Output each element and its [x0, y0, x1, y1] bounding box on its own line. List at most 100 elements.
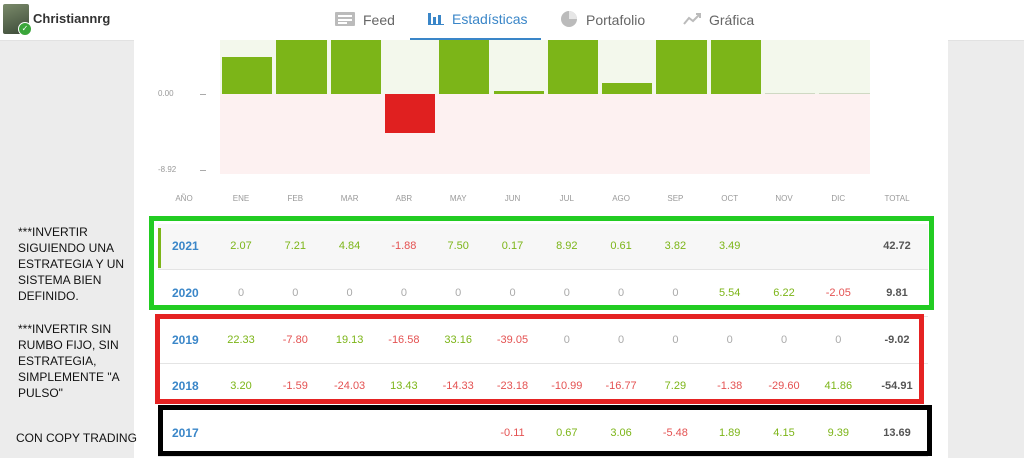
header-ene: ENE [232, 194, 250, 203]
header-abr: ABR [395, 194, 413, 203]
bar-jul[interactable] [547, 40, 599, 94]
cell-mar: 4.84 [338, 240, 361, 252]
y-tick-mark [200, 170, 206, 171]
tab-grafica-label: Gráfica [709, 12, 755, 28]
cell-ago: 3.06 [610, 427, 632, 439]
cell-feb: -7.80 [282, 334, 308, 346]
cell-total: 13.69 [883, 427, 911, 439]
tab-portafolio[interactable]: Portafolio [560, 0, 645, 40]
cell-ago: 0 [618, 287, 625, 299]
year-label[interactable]: 2021 [172, 239, 199, 253]
cell-sep: 0 [672, 287, 679, 299]
header-mar: MAR [340, 194, 359, 203]
cell-nov: -29.60 [768, 380, 800, 392]
tab-estadisticas[interactable]: Estadísticas [410, 0, 542, 40]
cell-jun: -23.18 [496, 380, 529, 392]
bar-chart-icon [428, 11, 444, 28]
y-tick-label-zero: 0.00 [158, 89, 174, 98]
y-tick-mark [200, 94, 206, 95]
bar-dic[interactable] [819, 93, 870, 94]
table-row-2021[interactable]: 2021 2.07 7.21 4.84 -1.88 7.50 0.17 8.92 0.61 3.8… [158, 224, 928, 270]
cell-feb: 7.21 [284, 240, 306, 252]
chart-negative-area [220, 94, 870, 174]
cell-dic: 41.86 [824, 380, 853, 392]
cell-sep: 3.82 [664, 240, 687, 252]
cell-sep: -5.48 [662, 427, 688, 439]
header-feb: FEB [287, 194, 304, 203]
cell-jun: 0 [509, 287, 516, 299]
cell-may: 7.50 [447, 240, 469, 252]
feed-icon [335, 11, 355, 30]
y-tick-label-min: -8.92 [158, 165, 177, 174]
cell-ene: 3.20 [230, 380, 252, 392]
cell-abr: -16.58 [388, 334, 420, 346]
cell-nov: 6.22 [773, 287, 795, 299]
cell-oct: -1.38 [717, 380, 743, 392]
bar-ene[interactable] [222, 56, 273, 94]
header-jun: JUN [504, 194, 521, 203]
bar-abr[interactable] [384, 94, 436, 133]
bar-feb[interactable] [276, 40, 327, 94]
cell-mar: -24.03 [333, 380, 366, 392]
cell-oct: 1.89 [718, 427, 741, 439]
pie-chart-icon [560, 10, 578, 31]
cell-jul: 0.67 [556, 427, 578, 439]
year-label[interactable]: 2017 [172, 426, 199, 440]
cell-sep: 7.29 [664, 380, 687, 392]
bar-mar[interactable] [330, 40, 381, 94]
cell-feb: 0 [292, 287, 299, 299]
cell-may: -14.33 [442, 380, 474, 392]
line-chart-icon [683, 12, 701, 29]
header-total: TOTAL [884, 194, 910, 203]
cell-ene: 2.07 [230, 240, 252, 252]
table-row-2017[interactable]: 2017 -0.11 0.67 3.06 -5.48 1.89 4.15 9.39 13.69 [158, 411, 928, 457]
annotation-box-green [149, 216, 934, 310]
cell-dic: -2.05 [825, 287, 851, 299]
year-label[interactable]: 2020 [172, 286, 199, 300]
bar-sep[interactable] [656, 40, 707, 94]
top-bar: ✓ Christiannrg Feed Estadísticas Portafo… [0, 0, 1024, 41]
bar-ago[interactable] [602, 83, 653, 94]
cell-may: 0 [455, 287, 462, 299]
cell-abr: 13.43 [390, 380, 418, 392]
table-row-2019[interactable]: 2019 22.33 -7.80 19.13 -16.58 33.16 -39.05 0 0 0 0… [158, 318, 928, 364]
bar-nov[interactable] [765, 93, 816, 94]
cell-total: -9.02 [884, 334, 910, 346]
cell-jul: 8.92 [556, 240, 578, 252]
header-ago: AGO [612, 194, 630, 203]
cell-total: -54.91 [881, 380, 913, 392]
tab-feed[interactable]: Feed [335, 0, 395, 40]
cell-jul: -10.99 [551, 380, 583, 392]
year-label[interactable]: 2018 [172, 379, 199, 393]
chart-positive-area [220, 40, 870, 94]
cell-jun: 0.17 [501, 240, 524, 252]
note-black: CON COPY TRADING [16, 431, 137, 445]
cell-mar: 0 [346, 287, 353, 299]
cell-dic: 0 [835, 334, 842, 346]
bar-may[interactable] [439, 40, 490, 94]
cell-ene: 0 [237, 287, 245, 299]
year-label[interactable]: 2019 [172, 333, 199, 347]
cell-oct: 3.49 [718, 240, 741, 252]
cell-mar: 19.13 [335, 334, 364, 346]
cell-jun: -39.05 [496, 334, 529, 346]
cell-may: 33.16 [444, 334, 472, 346]
annotation-box-black [158, 405, 932, 456]
tab-feed-label: Feed [363, 12, 395, 28]
cell-abr: 0 [400, 287, 407, 299]
cell-ago: 0.61 [610, 240, 632, 252]
table-row-2020[interactable]: 2020 0 0 0 0 0 0 0 0 0 5.54 6.22 -2.05 9.81 [158, 271, 928, 317]
header-jul: JUL [559, 194, 574, 203]
cell-sep: 0 [672, 334, 679, 346]
tab-grafica[interactable]: Gráfica [683, 0, 754, 40]
note-red: ***INVERTIR SIN RUMBO FIJO, SIN ESTRATEG… [18, 322, 119, 400]
cell-jun: -0.11 [500, 427, 525, 439]
bar-jun[interactable] [493, 90, 544, 94]
header-oct: OCT [721, 194, 739, 203]
username[interactable]: Christiannrg [33, 11, 111, 26]
avatar[interactable]: ✓ [3, 4, 32, 36]
bar-oct[interactable] [710, 40, 761, 94]
cell-ago: 0 [618, 334, 625, 346]
cell-dic: 9.39 [827, 427, 849, 439]
cell-nov: 4.15 [773, 427, 795, 439]
